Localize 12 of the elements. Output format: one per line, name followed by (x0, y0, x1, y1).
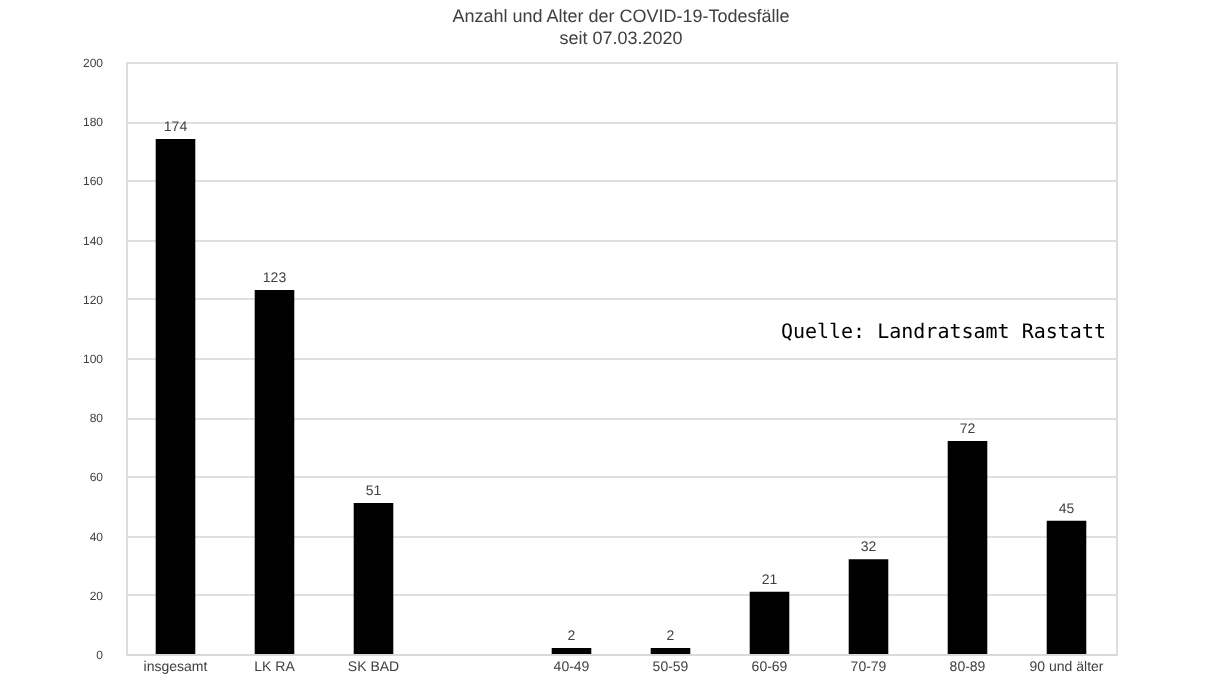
chart-title: Anzahl und Alter der COVID-19-Todesfälle (452, 6, 790, 26)
bar (749, 591, 790, 654)
bar (155, 138, 196, 654)
annotation: Quelle: Landratsamt Rastatt (780, 322, 1106, 344)
bar (848, 559, 889, 654)
bar (947, 440, 988, 654)
bar (1046, 520, 1087, 654)
bar (254, 289, 295, 654)
bar (551, 648, 592, 654)
bar (650, 648, 691, 654)
bar (353, 503, 394, 654)
chart-subtitle: seit 07.03.2020 (559, 28, 683, 48)
